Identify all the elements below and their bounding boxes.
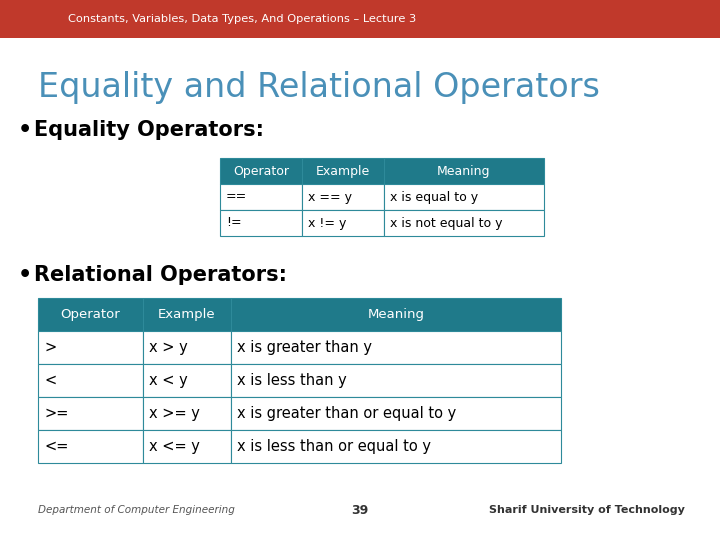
Text: ==: == [226, 191, 247, 204]
FancyBboxPatch shape [143, 298, 231, 331]
FancyBboxPatch shape [231, 331, 561, 364]
FancyBboxPatch shape [0, 0, 720, 38]
FancyBboxPatch shape [38, 430, 143, 463]
Text: •: • [18, 120, 32, 140]
Text: Relational Operators:: Relational Operators: [34, 265, 287, 285]
Text: x <= y: x <= y [149, 439, 200, 454]
FancyBboxPatch shape [220, 184, 302, 210]
Text: x != y: x != y [308, 217, 346, 230]
FancyBboxPatch shape [231, 397, 561, 430]
Text: x < y: x < y [149, 373, 188, 388]
Text: Example: Example [316, 165, 370, 178]
Text: Operator: Operator [60, 308, 120, 321]
FancyBboxPatch shape [38, 364, 143, 397]
Text: >=: >= [44, 406, 68, 421]
Text: <: < [44, 373, 56, 388]
FancyBboxPatch shape [143, 397, 231, 430]
FancyBboxPatch shape [231, 364, 561, 397]
Text: Equality Operators:: Equality Operators: [34, 120, 264, 140]
FancyBboxPatch shape [384, 210, 544, 236]
FancyBboxPatch shape [220, 158, 302, 184]
FancyBboxPatch shape [384, 184, 544, 210]
Text: Meaning: Meaning [437, 165, 491, 178]
FancyBboxPatch shape [302, 184, 384, 210]
Text: x is equal to y: x is equal to y [390, 191, 478, 204]
Text: <=: <= [44, 439, 68, 454]
Text: >: > [44, 340, 56, 355]
FancyBboxPatch shape [302, 158, 384, 184]
Text: Sharif University of Technology: Sharif University of Technology [489, 505, 685, 515]
Text: 39: 39 [351, 503, 369, 516]
FancyBboxPatch shape [143, 364, 231, 397]
Text: Department of Computer Engineering: Department of Computer Engineering [38, 505, 235, 515]
Text: Operator: Operator [233, 165, 289, 178]
Text: x == y: x == y [308, 191, 352, 204]
FancyBboxPatch shape [220, 210, 302, 236]
FancyBboxPatch shape [143, 331, 231, 364]
Text: x > y: x > y [149, 340, 188, 355]
FancyBboxPatch shape [38, 298, 143, 331]
FancyBboxPatch shape [38, 397, 143, 430]
Text: x is not equal to y: x is not equal to y [390, 217, 503, 230]
Text: x is less than or equal to y: x is less than or equal to y [237, 439, 431, 454]
FancyBboxPatch shape [143, 430, 231, 463]
Text: x is less than y: x is less than y [237, 373, 347, 388]
Text: x >= y: x >= y [149, 406, 200, 421]
FancyBboxPatch shape [38, 331, 143, 364]
Text: •: • [18, 265, 32, 285]
Text: Example: Example [158, 308, 216, 321]
FancyBboxPatch shape [302, 210, 384, 236]
Text: Constants, Variables, Data Types, And Operations – Lecture 3: Constants, Variables, Data Types, And Op… [68, 14, 416, 24]
Text: x is greater than or equal to y: x is greater than or equal to y [237, 406, 456, 421]
Text: Meaning: Meaning [367, 308, 425, 321]
FancyBboxPatch shape [231, 298, 561, 331]
Text: !=: != [226, 217, 242, 230]
FancyBboxPatch shape [384, 158, 544, 184]
Text: Equality and Relational Operators: Equality and Relational Operators [38, 71, 600, 105]
FancyBboxPatch shape [231, 430, 561, 463]
Text: x is greater than y: x is greater than y [237, 340, 372, 355]
